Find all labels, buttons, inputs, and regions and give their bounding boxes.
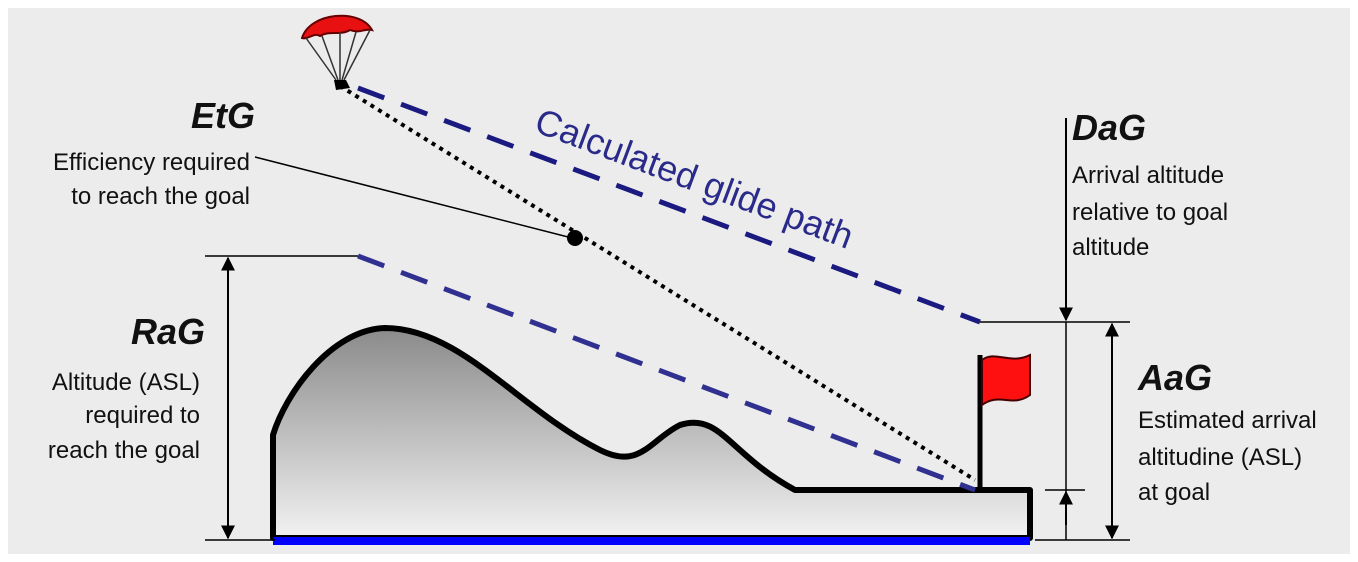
aag-title: AaG — [1137, 357, 1212, 398]
aag-text: Estimated arrival — [1138, 407, 1317, 434]
etg-title: EtG — [191, 95, 255, 136]
rag-text: required to — [85, 402, 200, 429]
dag-text: altitude — [1072, 234, 1149, 261]
rag-title: RaG — [131, 311, 205, 352]
flag — [982, 355, 1030, 405]
dag-text: relative to goal — [1072, 199, 1228, 226]
rag-text: Altitude (ASL) — [52, 369, 200, 396]
aag-text: at goal — [1138, 479, 1210, 506]
dag-title: DaG — [1072, 107, 1146, 148]
rag-text: reach the goal — [48, 437, 200, 464]
diagram: EtG Efficiency required to reach the goa… — [0, 0, 1358, 562]
etg-text: Efficiency required — [53, 149, 250, 176]
aag-text: altitudine (ASL) — [1138, 444, 1302, 471]
etg-text: to reach the goal — [71, 183, 250, 210]
dag-text: Arrival altitude — [1072, 162, 1224, 189]
